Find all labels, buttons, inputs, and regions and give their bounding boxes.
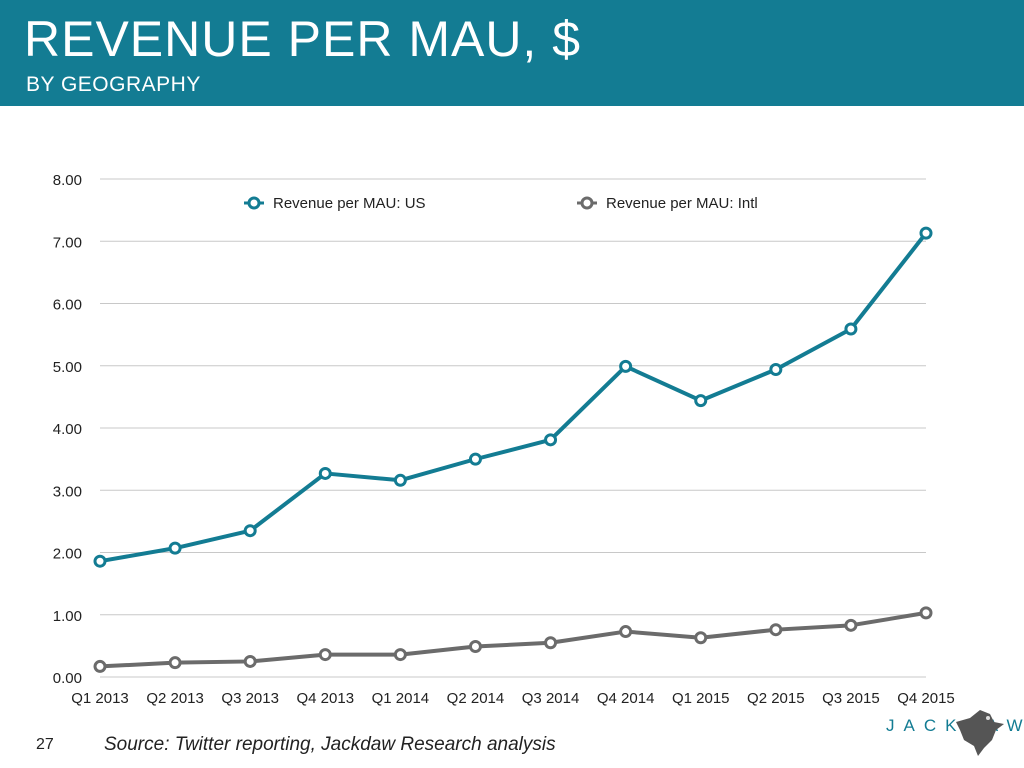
x-tick-label: Q1 2013 (71, 690, 129, 707)
chart-legend: Revenue per MAU: US Revenue per MAU: Intl (244, 195, 758, 212)
source-note: Source: Twitter reporting, Jackdaw Resea… (104, 734, 556, 755)
x-tick-label: Q4 2013 (296, 690, 354, 707)
data-point-intl (544, 636, 558, 650)
y-tick-label: 4.00 (53, 421, 82, 438)
x-tick-label: Q3 2015 (822, 690, 880, 707)
data-point-us (468, 452, 482, 466)
x-tick-label: Q1 2014 (372, 690, 430, 707)
y-tick-label: 6.00 (53, 297, 82, 314)
page-title: REVENUE PER MAU, $ (24, 11, 582, 67)
chart-series (93, 226, 933, 673)
data-point-intl (919, 606, 933, 620)
data-point-intl (619, 625, 633, 639)
series-line-intl (99, 610, 927, 669)
data-point-us (93, 554, 107, 568)
data-point-intl (93, 659, 107, 673)
legend-label-intl: Revenue per MAU: Intl (606, 195, 758, 212)
y-tick-label: 1.00 (53, 608, 82, 625)
data-point-us (243, 524, 257, 538)
x-tick-label: Q2 2015 (747, 690, 805, 707)
chart-gridlines (100, 178, 926, 678)
data-point-us (919, 226, 933, 240)
data-point-intl (168, 656, 182, 670)
data-point-intl (393, 648, 407, 662)
data-point-intl (318, 648, 332, 662)
data-point-us (694, 394, 708, 408)
page-number: 27 (36, 736, 54, 753)
x-axis-ticks: Q1 2013 Q2 2013 Q3 2013 Q4 2013 Q1 2014 Q2 20… (71, 690, 955, 707)
y-tick-label: 0.00 (53, 670, 82, 687)
legend-label-us: Revenue per MAU: US (273, 195, 426, 212)
y-tick-label: 5.00 (53, 359, 82, 376)
data-point-intl (468, 639, 482, 653)
x-tick-label: Q4 2014 (597, 690, 655, 707)
data-point-us (769, 362, 783, 376)
legend-marker-intl (580, 196, 594, 210)
data-point-us (393, 473, 407, 487)
x-tick-label: Q2 2013 (146, 690, 204, 707)
data-point-us (544, 433, 558, 447)
legend-marker-us (247, 196, 261, 210)
series-line-us (99, 231, 928, 564)
x-tick-label: Q4 2015 (897, 690, 955, 707)
data-point-intl (769, 623, 783, 637)
x-tick-label: Q3 2014 (522, 690, 580, 707)
header-bar: REVENUE PER MAU, $ BY GEOGRAPHY (0, 0, 1024, 106)
y-axis-ticks: 0.00 1.00 2.00 3.00 4.00 5.00 6.00 7.00 8.00 (53, 172, 82, 687)
y-tick-label: 7.00 (53, 234, 82, 251)
data-point-intl (694, 631, 708, 645)
page-subtitle: BY GEOGRAPHY (26, 73, 201, 96)
data-point-us (619, 359, 633, 373)
data-point-us (168, 541, 182, 555)
x-tick-label: Q3 2013 (221, 690, 279, 707)
x-tick-label: Q1 2015 (672, 690, 730, 707)
y-tick-label: 3.00 (53, 483, 82, 500)
jackdaw-bird-icon (956, 710, 1004, 756)
x-tick-label: Q2 2014 (447, 690, 505, 707)
data-point-intl (243, 654, 257, 668)
y-tick-label: 2.00 (53, 546, 82, 563)
y-tick-label: 8.00 (53, 172, 82, 189)
data-point-intl (844, 618, 858, 632)
data-point-us (318, 466, 332, 480)
data-point-us (844, 322, 858, 336)
